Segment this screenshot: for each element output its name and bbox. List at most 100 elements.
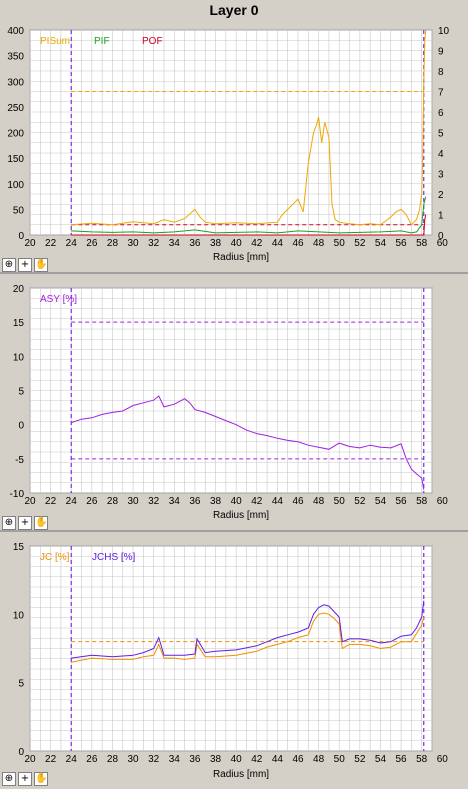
x-tick-label: 60 <box>437 496 449 507</box>
y-tick-label: 200 <box>7 129 24 140</box>
x-tick-label: 36 <box>189 754 201 765</box>
x-tick-label: 32 <box>148 496 160 507</box>
legend-entry: ASY [%] <box>40 294 77 305</box>
hand-icon[interactable]: ✋ <box>34 772 48 786</box>
x-tick-label: 22 <box>45 496 57 507</box>
x-tick-label: 20 <box>24 754 36 765</box>
x-tick-label: 28 <box>107 496 119 507</box>
y-tick-label: 300 <box>7 77 24 88</box>
x-tick-label: 48 <box>313 496 325 507</box>
x-tick-label: 38 <box>210 754 222 765</box>
x-tick-label: 34 <box>169 496 181 507</box>
x-tick-label: 26 <box>86 496 98 507</box>
x-tick-label: 48 <box>313 238 325 249</box>
y2-tick-label: 1 <box>438 211 444 222</box>
x-tick-label: 40 <box>231 496 243 507</box>
x-tick-label: 26 <box>86 238 98 249</box>
x-tick-label: 48 <box>313 754 325 765</box>
y2-tick-label: 6 <box>438 108 444 119</box>
y-tick-label: -5 <box>15 455 24 466</box>
x-tick-label: 52 <box>354 238 366 249</box>
x-tick-label: 54 <box>375 496 387 507</box>
x-tick-label: 36 <box>189 496 201 507</box>
x-tick-label: 58 <box>416 496 428 507</box>
x-tick-label: 32 <box>148 238 160 249</box>
x-tick-label: 56 <box>396 238 408 249</box>
plus-icon[interactable]: + <box>18 258 32 272</box>
chart-toolbar: ⊕ + ✋ <box>2 772 48 786</box>
x-tick-label: 28 <box>107 238 119 249</box>
chart-toolbar: ⊕ + ✋ <box>2 258 48 272</box>
series-line-asy <box>71 395 425 490</box>
x-tick-label: 22 <box>45 238 57 249</box>
legend-entry: PISum <box>40 36 70 47</box>
x-tick-label: 24 <box>66 496 78 507</box>
plus-icon[interactable]: + <box>18 516 32 530</box>
legend-entry: JCHS [%] <box>92 552 136 563</box>
x-tick-label: 22 <box>45 754 57 765</box>
y2-tick-label: 5 <box>438 129 444 140</box>
y-tick-label: 100 <box>7 180 24 191</box>
x-tick-label: 30 <box>128 754 140 765</box>
y-tick-label: 0 <box>18 747 24 758</box>
jitter-chart: 20 22 24 26 28 30 32 34 36 38 40 42 44 46 48 50 52 54 56 58… <box>13 542 449 780</box>
x-tick-label: 24 <box>66 754 78 765</box>
y2-tick-label: 3 <box>438 170 444 181</box>
x-tick-label: 56 <box>396 496 408 507</box>
x-tick-label: 52 <box>354 496 366 507</box>
series-line-pof <box>71 214 427 236</box>
x-tick-label: 52 <box>354 754 366 765</box>
zoom-icon[interactable]: ⊕ <box>2 258 16 272</box>
x-tick-label: 30 <box>128 238 140 249</box>
y-tick-label: 0 <box>18 231 24 242</box>
legend-entry: PIF <box>94 36 110 47</box>
x-tick-label: 50 <box>334 238 346 249</box>
x-tick-label: 26 <box>86 754 98 765</box>
series-line-pisum <box>71 29 427 226</box>
y-tick-label: 400 <box>7 26 24 37</box>
y-tick-label: 10 <box>13 610 25 621</box>
y-tick-label: 15 <box>13 542 25 553</box>
series-line-jchs <box>71 600 425 659</box>
x-tick-label: 38 <box>210 496 222 507</box>
x-tick-label: 46 <box>292 238 304 249</box>
series-line-jc <box>71 612 425 663</box>
y2-tick-label: 0 <box>438 231 444 242</box>
x-tick-label: 60 <box>437 754 449 765</box>
y-tick-label: 20 <box>13 284 25 295</box>
x-tick-label: 34 <box>169 754 181 765</box>
x-tick-label: 58 <box>416 754 428 765</box>
x-tick-label: 28 <box>107 754 119 765</box>
x-tick-label: 30 <box>128 496 140 507</box>
x-tick-label: 56 <box>396 754 408 765</box>
hand-icon[interactable]: ✋ <box>34 516 48 530</box>
zoom-icon[interactable]: ⊕ <box>2 772 16 786</box>
x-axis-label: Radius [mm] <box>213 252 269 263</box>
x-tick-label: 34 <box>169 238 181 249</box>
series-line-pif <box>71 196 427 234</box>
y-tick-label: 5 <box>18 679 24 690</box>
panel-separator <box>0 530 468 532</box>
x-tick-label: 38 <box>210 238 222 249</box>
legend-entry: JC [%] <box>40 552 70 563</box>
chart-toolbar: ⊕ + ✋ <box>2 516 48 530</box>
y2-tick-label: 10 <box>438 26 450 37</box>
legend-entry: POF <box>142 36 163 47</box>
y2-tick-label: 2 <box>438 190 444 201</box>
plus-icon[interactable]: + <box>18 772 32 786</box>
x-tick-label: 50 <box>334 754 346 765</box>
x-tick-label: 42 <box>251 754 263 765</box>
y-tick-label: 10 <box>13 352 25 363</box>
x-tick-label: 44 <box>272 238 284 249</box>
x-tick-label: 32 <box>148 754 160 765</box>
x-axis-label: Radius [mm] <box>213 510 269 521</box>
y2-tick-label: 7 <box>438 88 444 99</box>
y-tick-label: 250 <box>7 103 24 114</box>
x-tick-label: 44 <box>272 496 284 507</box>
y-tick-label: 15 <box>13 318 25 329</box>
zoom-icon[interactable]: ⊕ <box>2 516 16 530</box>
x-tick-label: 40 <box>231 754 243 765</box>
hand-icon[interactable]: ✋ <box>34 258 48 272</box>
y-tick-label: 150 <box>7 154 24 165</box>
y-tick-label: 50 <box>13 205 25 216</box>
